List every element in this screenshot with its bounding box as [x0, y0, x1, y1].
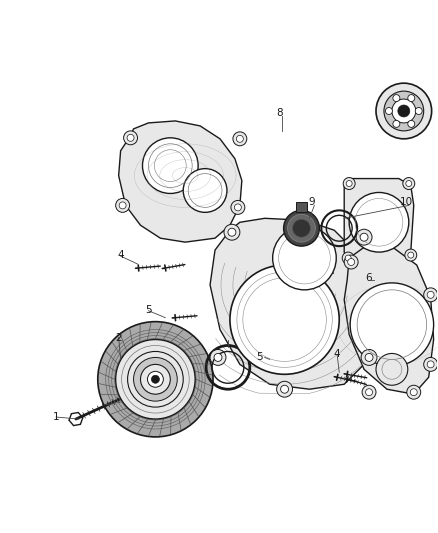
Circle shape	[124, 131, 138, 145]
Circle shape	[410, 389, 417, 395]
Text: 5: 5	[145, 305, 152, 314]
Circle shape	[360, 233, 368, 241]
Circle shape	[127, 351, 183, 407]
Circle shape	[398, 105, 410, 117]
Circle shape	[393, 94, 400, 102]
Circle shape	[281, 385, 289, 393]
Circle shape	[427, 361, 434, 368]
Circle shape	[127, 134, 134, 141]
Circle shape	[345, 255, 351, 261]
Text: 9: 9	[308, 197, 315, 207]
Circle shape	[152, 375, 159, 383]
Circle shape	[342, 252, 354, 264]
Circle shape	[344, 255, 358, 269]
Text: 1: 1	[53, 412, 60, 422]
Circle shape	[288, 214, 315, 242]
Circle shape	[356, 229, 372, 245]
Circle shape	[376, 353, 408, 385]
Text: 8: 8	[276, 108, 283, 118]
Circle shape	[234, 204, 241, 211]
Circle shape	[233, 132, 247, 146]
Circle shape	[142, 138, 198, 193]
Text: 4: 4	[334, 350, 341, 359]
Circle shape	[406, 181, 412, 187]
Circle shape	[231, 200, 245, 214]
Circle shape	[210, 350, 226, 365]
Circle shape	[407, 385, 421, 399]
Circle shape	[214, 353, 222, 361]
Circle shape	[376, 83, 431, 139]
Circle shape	[343, 177, 355, 190]
Circle shape	[348, 259, 355, 265]
Polygon shape	[119, 121, 242, 242]
Circle shape	[277, 381, 293, 397]
Circle shape	[392, 99, 416, 123]
Circle shape	[365, 353, 373, 361]
Polygon shape	[344, 245, 434, 394]
Circle shape	[283, 211, 319, 246]
Circle shape	[424, 288, 438, 302]
Circle shape	[293, 219, 311, 237]
Circle shape	[427, 292, 434, 298]
Circle shape	[384, 91, 424, 131]
Circle shape	[119, 202, 126, 209]
Circle shape	[408, 252, 414, 258]
Circle shape	[362, 385, 376, 399]
Circle shape	[148, 372, 163, 387]
Circle shape	[228, 228, 236, 236]
Circle shape	[366, 389, 373, 395]
Circle shape	[116, 198, 130, 212]
Text: 4: 4	[117, 250, 124, 260]
Circle shape	[349, 192, 409, 252]
Circle shape	[273, 226, 336, 290]
Circle shape	[183, 168, 227, 212]
Circle shape	[408, 94, 415, 102]
Circle shape	[393, 120, 400, 127]
Circle shape	[134, 358, 177, 401]
Circle shape	[141, 365, 170, 394]
Circle shape	[385, 108, 392, 115]
Circle shape	[405, 249, 417, 261]
Circle shape	[415, 108, 422, 115]
Circle shape	[224, 224, 240, 240]
Circle shape	[98, 321, 213, 437]
Circle shape	[361, 350, 377, 365]
Text: 2: 2	[115, 333, 122, 343]
Circle shape	[424, 358, 438, 372]
Circle shape	[350, 283, 434, 366]
Text: 5: 5	[256, 352, 263, 362]
Polygon shape	[344, 179, 414, 262]
Bar	[296, 203, 307, 212]
Circle shape	[116, 340, 195, 419]
Circle shape	[346, 181, 352, 187]
Polygon shape	[210, 219, 374, 389]
Circle shape	[237, 135, 244, 142]
Circle shape	[403, 177, 415, 190]
Circle shape	[230, 265, 339, 374]
Text: 10: 10	[400, 197, 413, 207]
Text: 6: 6	[366, 273, 372, 283]
Circle shape	[408, 120, 415, 127]
